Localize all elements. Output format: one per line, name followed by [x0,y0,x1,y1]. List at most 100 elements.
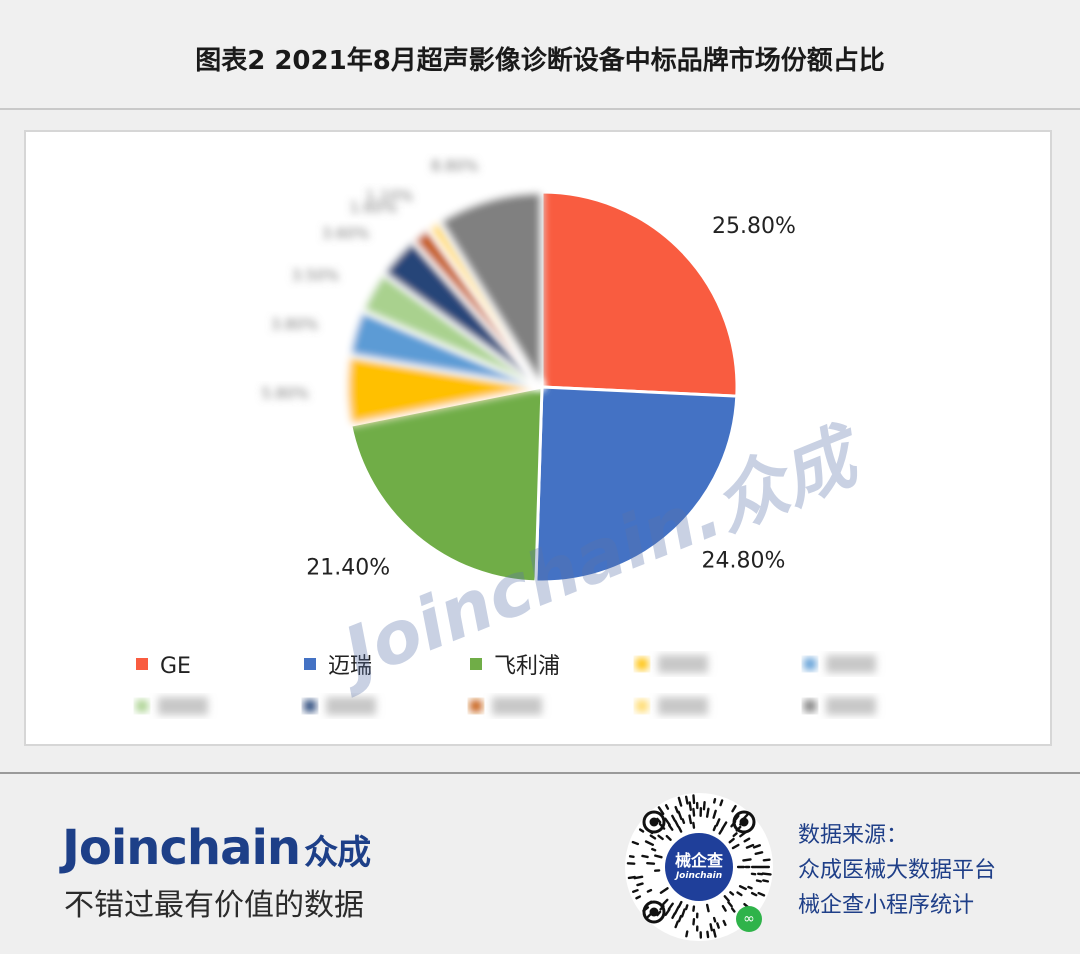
qr-module [635,895,642,900]
qr-module [628,855,635,859]
qr-module [677,826,683,833]
legend-swatch-3 [636,658,648,670]
data-label-8: 1.10% [365,187,413,205]
qr-module [664,817,671,827]
legend-label-obscured-7 [492,697,542,715]
qr-module [657,834,664,841]
qr-module [712,809,717,819]
pie-chart: 25.80% 24.80% 21.40% 5.80% 3.80% 3.50% 3.60% 1.… [136,157,876,715]
data-source: 数据来源： 众成医械大数据平台 械企查小程序统计 [798,818,996,923]
qr-module [657,806,665,816]
qr-module [677,914,683,923]
qr-module [685,795,689,805]
data-label-6: 3.60% [322,224,370,242]
qr-center-subtitle: Joinchain [675,871,723,881]
qr-module [671,912,676,920]
qr-module [662,898,669,906]
brand-logo: Joinchain 众成 [62,820,371,876]
qr-finder-dot-1 [739,817,749,827]
qr-module [632,888,639,893]
legend-label-obscured-3 [658,655,708,673]
qr-module [750,891,758,897]
legend-swatch-8 [636,700,648,712]
source-line-2: 众成医械大数据平台 [798,858,997,883]
qr-module [742,858,752,862]
qr-module [705,807,710,818]
qr-center-title: 械企查 [674,851,723,870]
qr-module [755,879,762,883]
qr-module [752,844,761,849]
data-label-9: 8.80% [431,157,479,175]
qr-module [761,872,772,876]
qr-module [641,854,649,859]
qr-module [685,930,689,938]
qr-module [757,891,766,897]
qr-module [674,805,679,814]
qr-module [731,843,740,850]
qr-module [692,807,696,817]
qr-module [712,928,717,938]
qr-module [727,901,733,908]
brand-name: Joinchain [62,820,301,876]
chart-title: 图表2 2021年8月超声影像诊断设备中标品牌市场份额占比 [195,46,885,76]
qr-module [721,821,728,830]
qr-module [631,840,640,846]
qr-module [716,922,720,929]
qr-module [705,903,710,913]
qr-module [659,887,669,894]
data-label-2: 21.40% [306,555,390,580]
qr-module [713,798,717,804]
qr-module [673,905,680,915]
qr-finder-0 [642,810,666,834]
qr-module [680,908,686,918]
legend-swatch-9 [804,700,816,712]
header: 图表2 2021年8月超声影像诊断设备中标品牌市场份额占比 [0,0,1080,110]
qr-module [674,920,679,929]
legend-label-obscured-4 [826,655,876,673]
legend-label-obscured-5 [158,697,208,715]
qr-module [729,891,735,896]
qr-module [730,907,736,913]
data-label-7: 1.60% [349,199,397,217]
legend-swatch-4 [804,658,816,670]
qr-finder-2 [642,900,666,924]
qr-finder-1 [732,810,756,834]
qr-module [644,840,655,846]
qr-module [754,851,764,856]
legend-swatch-0 [136,658,148,670]
source-line-1: 数据来源： [798,823,909,848]
qr-module [722,919,727,927]
qr-module [638,828,645,833]
link-icon: ∞ [736,906,762,932]
qr-module [715,818,721,827]
data-label-0: 25.80% [712,214,796,239]
pie-slice-2 [349,385,544,584]
qr-module [732,832,738,838]
qr-module [688,801,692,812]
qr-module [646,888,653,893]
qr-module [723,895,730,902]
qr-module [684,904,689,911]
qr-module [656,817,662,824]
qr-code[interactable]: 械企查 Joinchain ∞ [624,792,774,942]
qr-module [664,804,670,810]
qr-module [656,910,662,917]
qr-module [712,916,717,923]
qr-module [736,891,743,897]
chart-panel: 25.80% 24.80% 21.40% 5.80% 3.80% 3.50% 3.60% 1.… [24,130,1052,746]
qr-module [738,885,747,891]
qr-module [671,814,676,822]
pie-slice-0 [540,190,739,398]
qr-finder-dot-0 [649,817,659,827]
qr-module [677,810,683,821]
qr-module [745,843,755,849]
qr-module [712,824,717,832]
legend-swatch-5 [136,700,148,712]
legend-label-0: GE [160,654,191,679]
qr-center-logo: 械企查 Joinchain [665,833,733,901]
footer-divider [0,772,1080,774]
qr-module [688,814,693,825]
qr-module [665,834,672,841]
legend-swatch-6 [304,700,316,712]
qr-module [706,930,710,939]
